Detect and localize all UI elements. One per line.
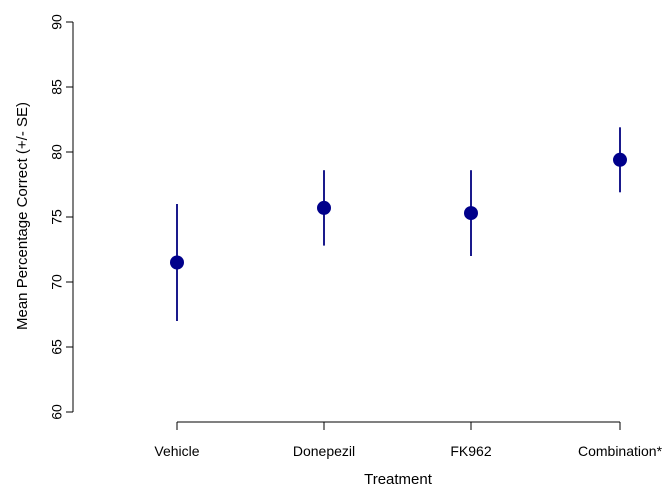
y-tick-label: 75	[49, 209, 65, 225]
y-tick-label: 60	[49, 404, 65, 420]
y-tick-label: 80	[49, 144, 65, 160]
x-axis-title: Treatment	[364, 471, 433, 488]
data-point	[170, 255, 184, 270]
data-marks	[170, 127, 627, 321]
x-tick-label: Donepezil	[293, 443, 355, 459]
y-tick-label: 90	[49, 14, 65, 30]
x-tick-label: Combination*	[578, 443, 663, 459]
x-tick-label: FK962	[450, 443, 491, 459]
x-axis: Vehicle Donepezil FK962 Combination*	[154, 421, 663, 459]
data-point	[317, 200, 331, 215]
y-tick-label: 70	[49, 274, 65, 290]
y-tick-label: 85	[49, 79, 65, 95]
x-tick-label: Vehicle	[154, 443, 199, 459]
data-point	[613, 152, 627, 167]
y-axis: 60 65 70 75 80 85 90	[49, 14, 74, 420]
y-tick-label: 65	[49, 339, 65, 355]
y-axis-title: Mean Percentage Correct (+/- SE)	[14, 102, 31, 330]
data-point	[464, 206, 478, 221]
